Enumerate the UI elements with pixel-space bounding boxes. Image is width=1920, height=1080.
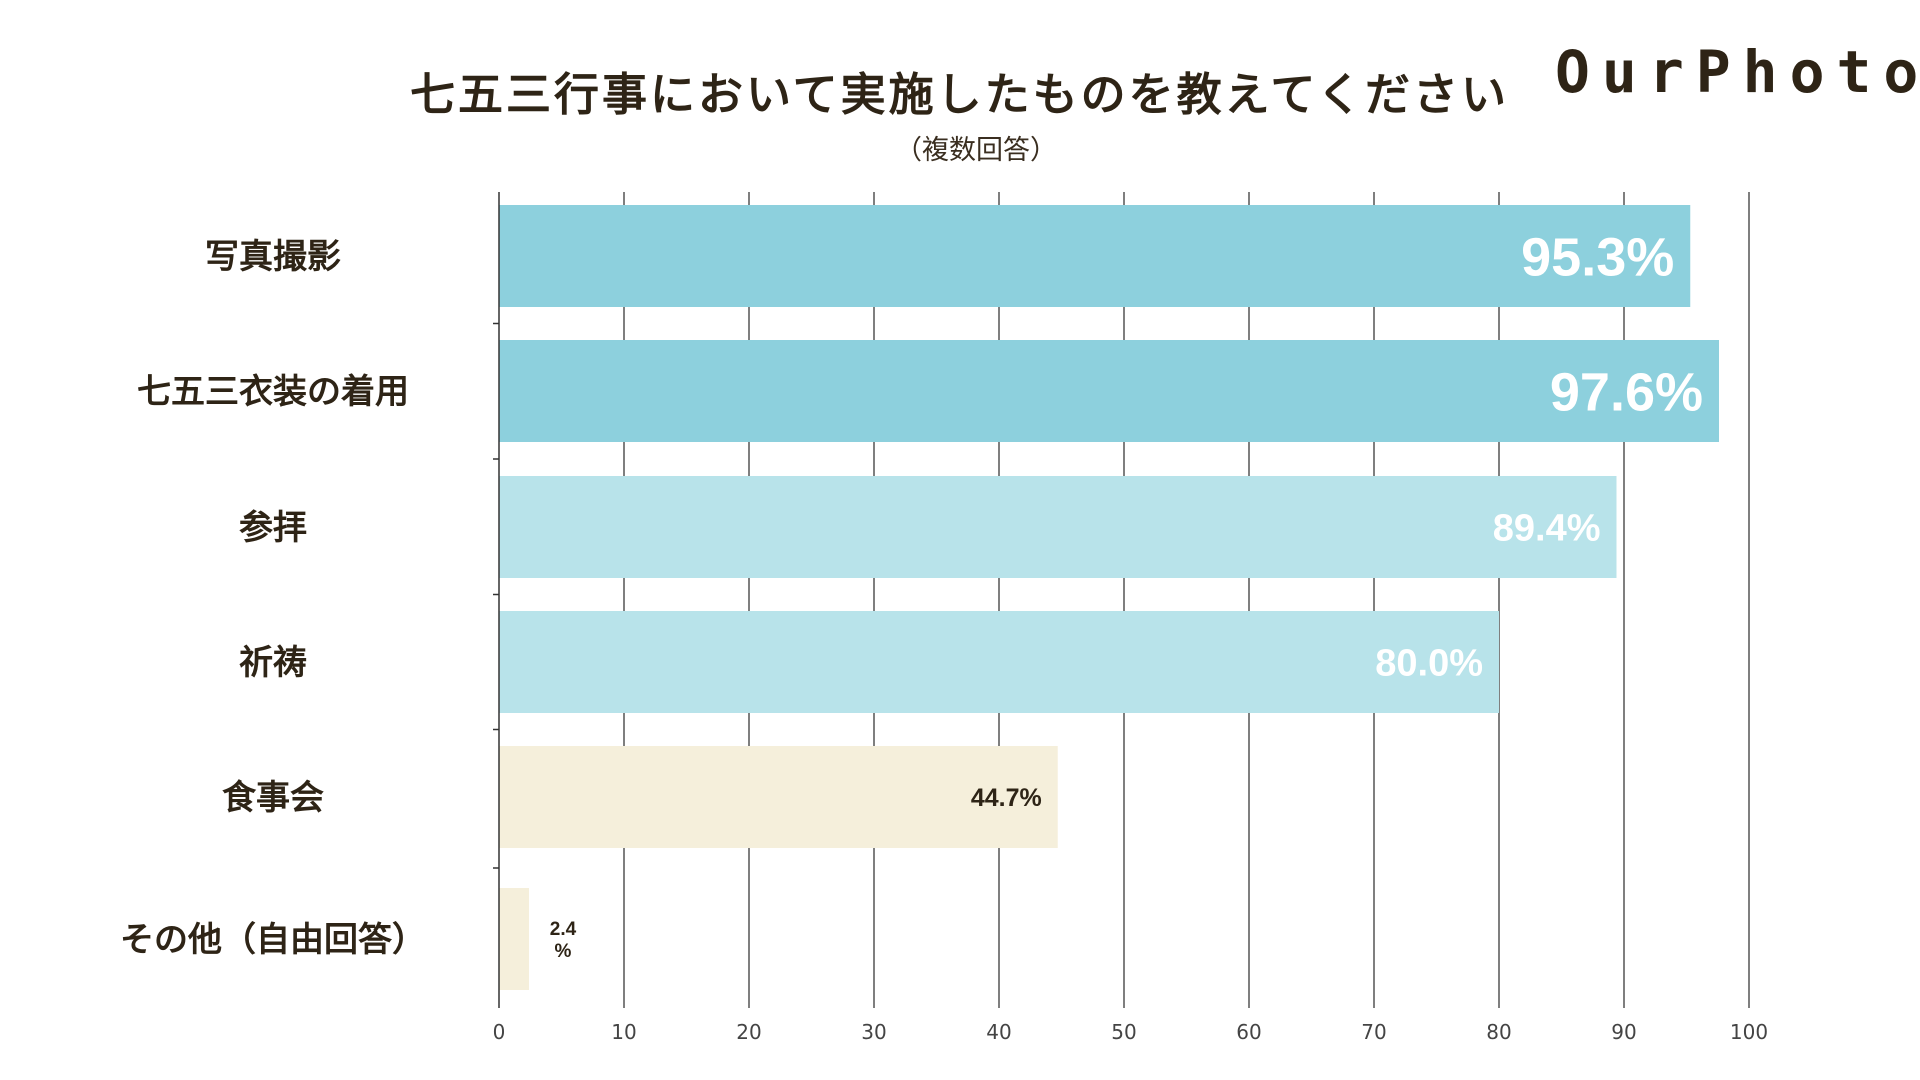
category-label-1: 七五三衣装の着用 <box>137 372 409 412</box>
x-tick-labels: 0 10 20 30 40 50 60 70 80 90 100 <box>493 1020 1768 1044</box>
chart-title: 七五三行事において実施したものを教えてください <box>410 68 1510 121</box>
value-label-3-line-0: 80.0% <box>1375 643 1483 685</box>
value-label-2: 89.4% <box>1493 508 1601 550</box>
bar-1 <box>499 340 1719 442</box>
value-label-2-line-0: 89.4% <box>1493 508 1601 550</box>
bar-5 <box>499 888 529 990</box>
value-labels: 95.3% 97.6% 89.4% 80.0% 44.7% 2.4% <box>550 227 1703 961</box>
value-label-4-line-0: 44.7% <box>971 784 1042 812</box>
value-label-0: 95.3% <box>1521 227 1674 287</box>
brand-logo: OurPhoto <box>1555 38 1920 106</box>
value-label-3: 80.0% <box>1375 643 1483 685</box>
x-tick-label-40: 40 <box>986 1020 1011 1044</box>
x-tick-label-10: 10 <box>611 1020 636 1044</box>
bar-3 <box>499 611 1499 713</box>
gridlines <box>623 192 1750 1008</box>
x-tick-label-80: 80 <box>1486 1020 1511 1044</box>
value-label-5-line-0: 2.4 <box>550 919 577 940</box>
chart-subtitle: （複数回答） <box>895 135 1057 166</box>
value-label-1-line-0: 97.6% <box>1550 362 1703 422</box>
category-label-5: その他（自由回答） <box>120 920 426 960</box>
x-tick-label-20: 20 <box>736 1020 761 1044</box>
x-tick-label-50: 50 <box>1111 1020 1136 1044</box>
value-label-0-line-0: 95.3% <box>1521 227 1674 287</box>
category-label-0: 写真撮影 <box>205 237 341 277</box>
value-label-4: 44.7% <box>971 784 1042 812</box>
x-tick-label-0: 0 <box>493 1020 506 1044</box>
x-tick-label-60: 60 <box>1236 1020 1261 1044</box>
category-label-3: 祈祷 <box>239 643 307 683</box>
category-label-4: 食事会 <box>222 778 324 818</box>
x-tick-label-70: 70 <box>1361 1020 1386 1044</box>
value-label-5: 2.4% <box>550 919 577 962</box>
category-label-2: 参拝 <box>239 508 307 548</box>
x-tick-label-90: 90 <box>1611 1020 1636 1044</box>
bar-4 <box>499 746 1058 848</box>
x-tick-label-30: 30 <box>861 1020 886 1044</box>
bars <box>499 205 1719 990</box>
value-label-5-line-1: % <box>555 941 572 962</box>
x-tick-label-100: 100 <box>1730 1020 1768 1044</box>
value-label-1: 97.6% <box>1550 362 1703 422</box>
bar-0 <box>499 205 1691 307</box>
bar-2 <box>499 476 1617 578</box>
y-axis <box>493 192 500 1008</box>
